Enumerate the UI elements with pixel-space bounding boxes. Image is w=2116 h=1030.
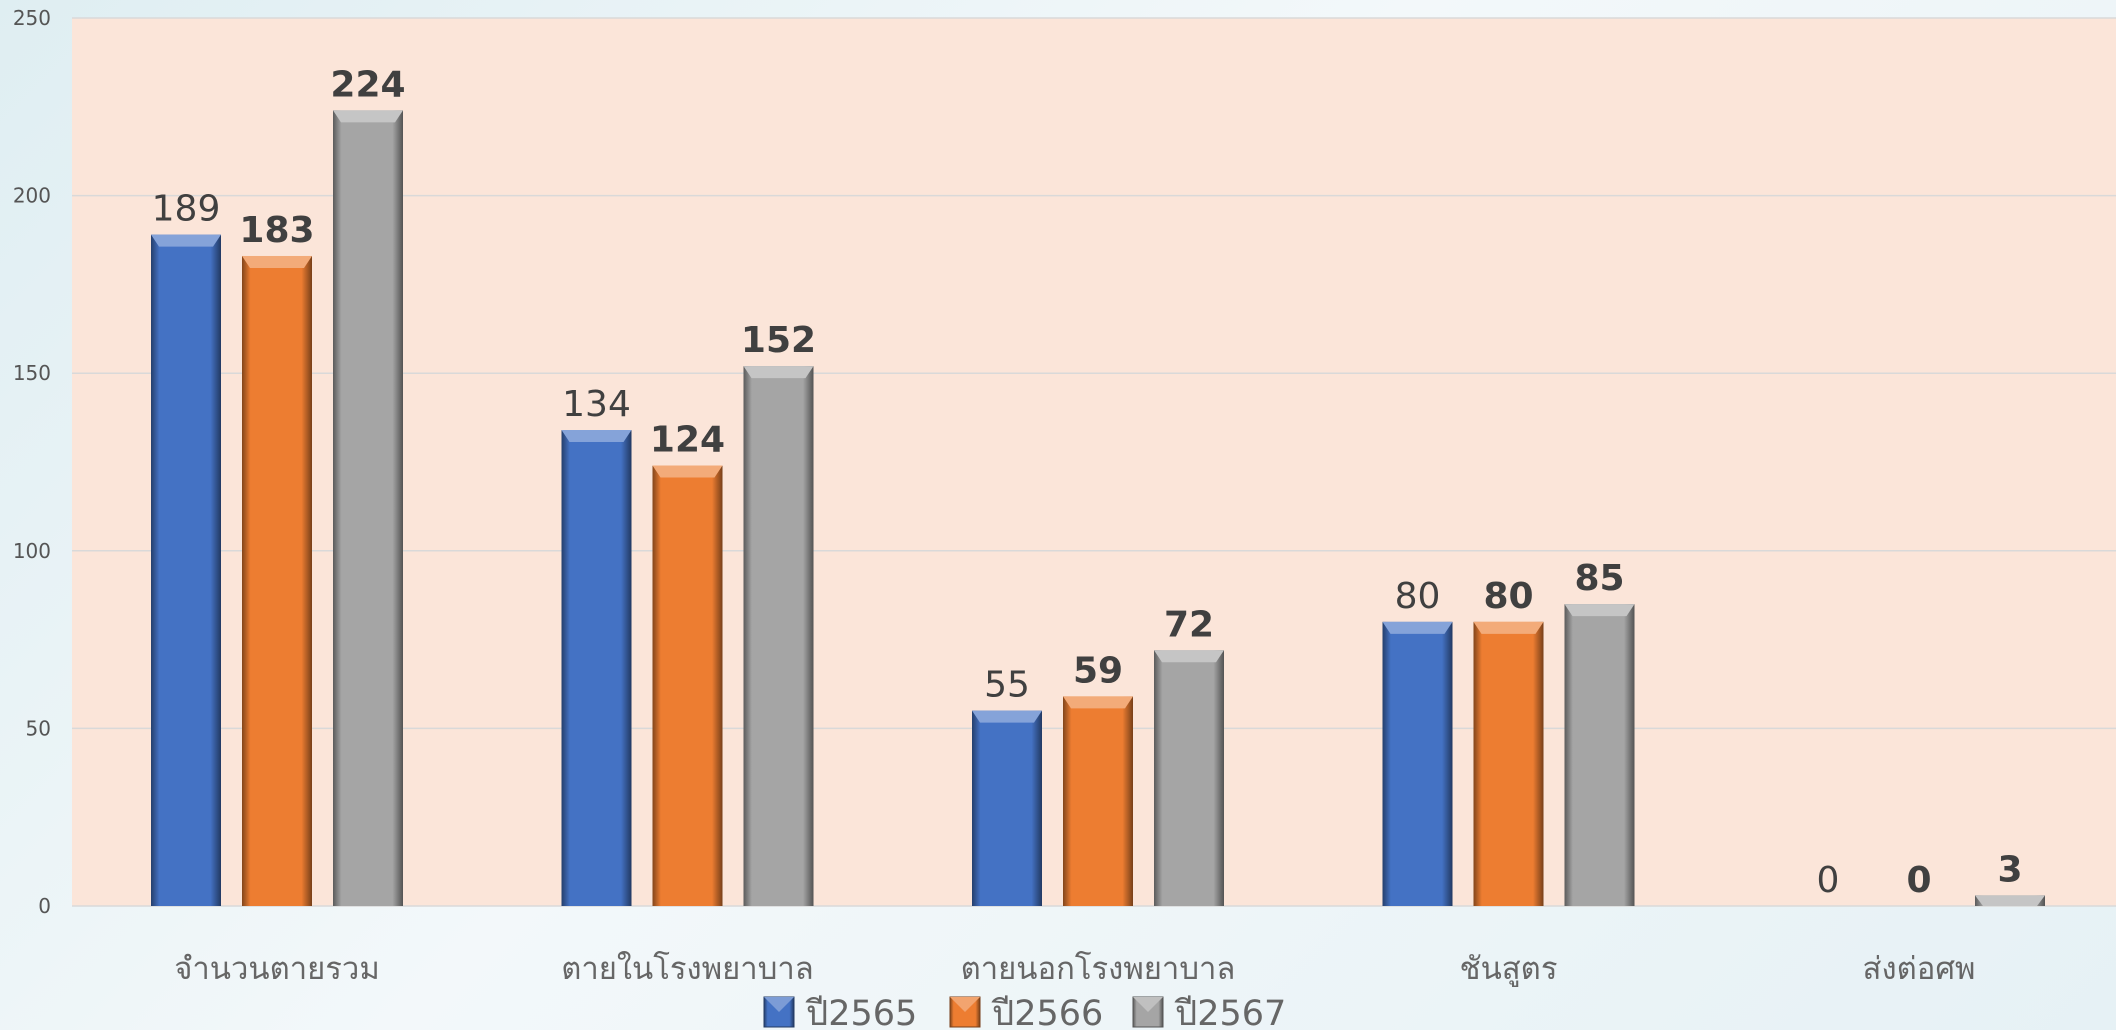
x-axis: จำนวนตายรวม ตายในโรงพยาบาล ตายนอกโรงพยาบาล… [174, 951, 1975, 987]
data-label: 183 [239, 210, 314, 251]
legend-swatch-bevel [764, 997, 794, 1012]
x-category-label: ส่งต่อศพ [1863, 951, 1976, 987]
legend-label: ปี2565 [805, 994, 917, 1030]
data-label: 85 [1574, 558, 1624, 599]
bar [242, 255, 312, 906]
bar [561, 430, 632, 906]
bar [1154, 650, 1224, 906]
y-tick-label: 0 [38, 894, 51, 918]
bar-bevel [1564, 604, 1635, 617]
bar [333, 110, 403, 907]
bar-bevel [743, 366, 814, 379]
bar-bevel [652, 465, 723, 478]
bar-bevel [561, 430, 632, 443]
legend: ปี2565 ปี2566 ปี2567 [763, 994, 1286, 1030]
bar-bevel [1473, 621, 1544, 634]
bar [1473, 621, 1544, 906]
y-tick-label: 250 [13, 6, 51, 30]
y-tick-label: 50 [26, 716, 51, 740]
data-label: 80 [1395, 576, 1441, 617]
bar-bevel [1154, 650, 1224, 663]
data-label: 224 [330, 64, 405, 105]
x-category-label: จำนวนตายรวม [174, 951, 380, 987]
data-label: 0 [1817, 860, 1840, 901]
y-tick-label: 200 [13, 184, 51, 208]
data-labels: 189 183 224 134 124 152 55 59 72 80 80 85 0 0 3 [152, 64, 2023, 901]
legend-swatch-bevel [1133, 997, 1163, 1012]
data-label: 134 [562, 384, 631, 425]
y-tick-label: 100 [13, 539, 51, 563]
x-category-label: ตายนอกโรงพยาบาล [961, 951, 1236, 987]
legend-label: ปี2567 [1174, 994, 1286, 1030]
data-label: 55 [984, 665, 1030, 706]
data-label: 80 [1483, 576, 1533, 617]
x-category-label: ชันสูตร [1460, 951, 1558, 987]
bar-bevel [333, 110, 403, 123]
legend-label: ปี2566 [991, 994, 1103, 1030]
bar [652, 465, 723, 906]
bar [151, 234, 221, 906]
bar-bevel [1063, 696, 1133, 709]
bar-bevel [151, 234, 221, 247]
bar-bevel [1975, 895, 2045, 906]
bar-bevel [1382, 621, 1453, 634]
legend-swatch-bevel [950, 997, 980, 1012]
data-label: 3 [1997, 849, 2022, 890]
data-label: 152 [741, 320, 816, 361]
y-axis: 0 50 100 150 200 250 [13, 6, 51, 918]
bar [1063, 696, 1133, 906]
data-label: 124 [650, 420, 725, 461]
data-label: 189 [152, 189, 221, 230]
data-label: 72 [1164, 604, 1214, 645]
bar-bevel [972, 710, 1042, 723]
bar [972, 710, 1042, 906]
bar [1382, 621, 1453, 906]
y-tick-label: 150 [13, 361, 51, 385]
bars [151, 110, 2045, 907]
bar [743, 366, 814, 906]
bar [1564, 604, 1635, 906]
x-category-label: ตายในโรงพยาบาล [561, 951, 814, 987]
data-label: 0 [1906, 860, 1931, 901]
data-label: 59 [1073, 650, 1123, 691]
bar-bevel [242, 255, 312, 268]
